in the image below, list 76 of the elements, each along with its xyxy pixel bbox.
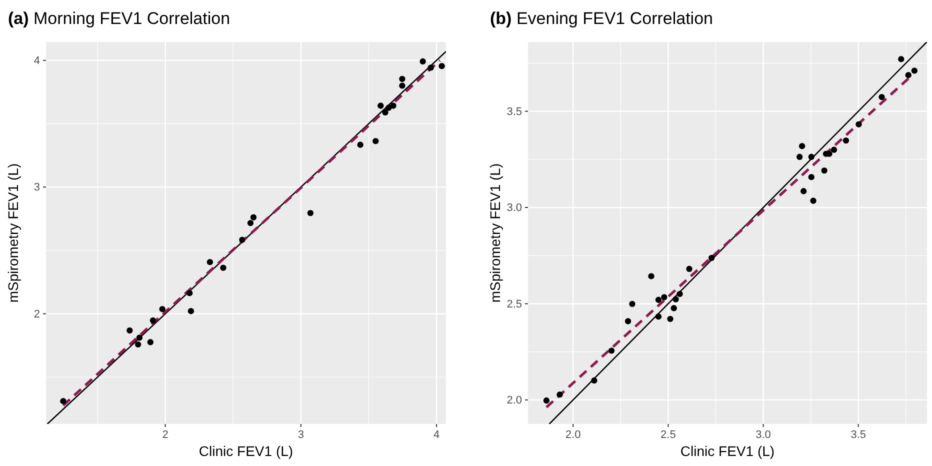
point: [830, 146, 838, 153]
point: [800, 188, 807, 194]
point: [543, 397, 550, 404]
x-tick-label: 2.5: [660, 428, 676, 441]
point: [147, 339, 154, 346]
x-tick-label: 2: [162, 428, 168, 441]
x-tick-label: 4: [433, 428, 440, 441]
point: [247, 220, 254, 226]
point: [629, 300, 636, 307]
point: [206, 258, 214, 266]
point: [655, 314, 662, 320]
point: [672, 296, 679, 302]
point: [386, 104, 392, 111]
point: [438, 62, 445, 70]
point: [126, 327, 133, 334]
point: [905, 72, 912, 78]
y-tick-label: 3.0: [506, 202, 522, 214]
point: [655, 296, 662, 303]
point: [150, 317, 156, 324]
point: [357, 142, 364, 148]
point: [878, 94, 885, 100]
point: [250, 214, 257, 220]
point: [676, 290, 683, 297]
point: [842, 137, 850, 144]
chart-title: (a) Morning FEV1 Correlation: [8, 9, 230, 28]
point: [420, 58, 426, 64]
y-tick-label: 3: [34, 182, 40, 194]
point: [399, 82, 406, 89]
x-tick-label: 3.0: [756, 428, 771, 441]
y-tick-label: 3.5: [506, 106, 522, 118]
point: [60, 398, 66, 404]
point: [556, 391, 563, 398]
x-axis-title: Clinic FEV1 (L): [198, 443, 294, 459]
point: [136, 334, 143, 341]
point: [608, 348, 615, 354]
point: [390, 102, 396, 109]
point: [796, 154, 803, 160]
x-axis-title: Clinic FEV1 (L): [680, 443, 775, 459]
x-tick-label: 3.5: [850, 428, 866, 441]
point: [428, 64, 434, 71]
point: [624, 318, 632, 324]
y-axis-title: mSpirometry FEV1 (L): [5, 163, 21, 303]
point: [382, 109, 388, 116]
point: [307, 210, 314, 216]
point: [134, 341, 142, 348]
y-tick-label: 2: [34, 308, 40, 320]
point: [808, 174, 814, 180]
point: [810, 198, 816, 204]
point: [372, 138, 379, 144]
point: [399, 76, 406, 82]
y-tick-label: 2.5: [506, 298, 522, 310]
point: [911, 68, 918, 74]
point: [661, 294, 668, 300]
point: [159, 306, 166, 312]
chart-title: (b) Evening FEV1 Correlation: [490, 9, 713, 28]
point: [648, 273, 654, 280]
x-tick-label: 2.0: [565, 428, 581, 441]
point: [856, 121, 862, 128]
y-tick-label: 4: [34, 54, 40, 67]
y-tick-label: 2.0: [506, 394, 522, 406]
x-tick-label: 3: [298, 428, 304, 441]
point: [186, 290, 193, 296]
point: [667, 316, 674, 322]
y-axis-title: mSpirometry FEV1 (L): [487, 163, 503, 303]
point: [188, 308, 194, 314]
point: [821, 167, 828, 174]
point: [686, 266, 692, 272]
point: [708, 254, 715, 262]
point: [670, 305, 677, 312]
point: [898, 56, 904, 62]
point: [378, 102, 384, 109]
point: [220, 264, 226, 271]
point: [239, 236, 246, 243]
point: [798, 143, 806, 150]
point: [808, 154, 814, 160]
point: [591, 377, 598, 384]
